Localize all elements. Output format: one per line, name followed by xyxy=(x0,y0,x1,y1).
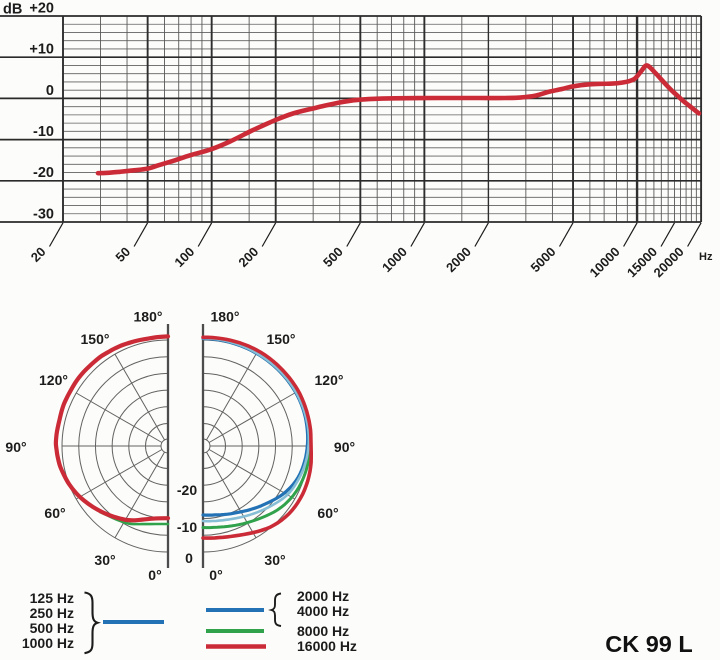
svg-text:0°: 0° xyxy=(148,567,161,583)
svg-text:-10: -10 xyxy=(33,124,54,140)
svg-text:-30: -30 xyxy=(33,206,54,222)
svg-text:-20: -20 xyxy=(177,482,197,498)
svg-text:150°: 150° xyxy=(267,331,296,347)
svg-text:90°: 90° xyxy=(334,439,355,455)
svg-text:180°: 180° xyxy=(134,309,163,325)
svg-text:CK 99 L: CK 99 L xyxy=(605,631,693,657)
svg-text:16000 Hz: 16000 Hz xyxy=(297,638,357,654)
svg-text:-10: -10 xyxy=(177,519,197,535)
svg-text:0°: 0° xyxy=(209,567,222,583)
svg-text:Hz: Hz xyxy=(699,251,713,263)
svg-text:60°: 60° xyxy=(44,505,65,521)
svg-text:125 Hz: 125 Hz xyxy=(30,590,74,606)
svg-text:4000 Hz: 4000 Hz xyxy=(297,603,349,619)
svg-text:0: 0 xyxy=(185,550,193,566)
svg-text:1000 Hz: 1000 Hz xyxy=(22,635,74,651)
svg-text:8000 Hz: 8000 Hz xyxy=(297,623,349,639)
svg-text:120°: 120° xyxy=(315,372,344,388)
svg-text:+10: +10 xyxy=(29,42,54,58)
svg-text:0: 0 xyxy=(46,83,54,99)
svg-text:30°: 30° xyxy=(264,552,285,568)
svg-text:250 Hz: 250 Hz xyxy=(30,605,74,621)
svg-text:90°: 90° xyxy=(5,439,26,455)
svg-text:-20: -20 xyxy=(33,165,54,181)
svg-text:500 Hz: 500 Hz xyxy=(30,620,74,636)
svg-text:2000 Hz: 2000 Hz xyxy=(297,588,349,604)
svg-text:120°: 120° xyxy=(39,372,68,388)
svg-text:150°: 150° xyxy=(81,331,110,347)
svg-text:30°: 30° xyxy=(94,552,115,568)
svg-text:60°: 60° xyxy=(317,505,338,521)
svg-text:dB: dB xyxy=(3,2,22,18)
svg-text:+20: +20 xyxy=(29,0,54,16)
svg-text:180°: 180° xyxy=(211,309,240,325)
